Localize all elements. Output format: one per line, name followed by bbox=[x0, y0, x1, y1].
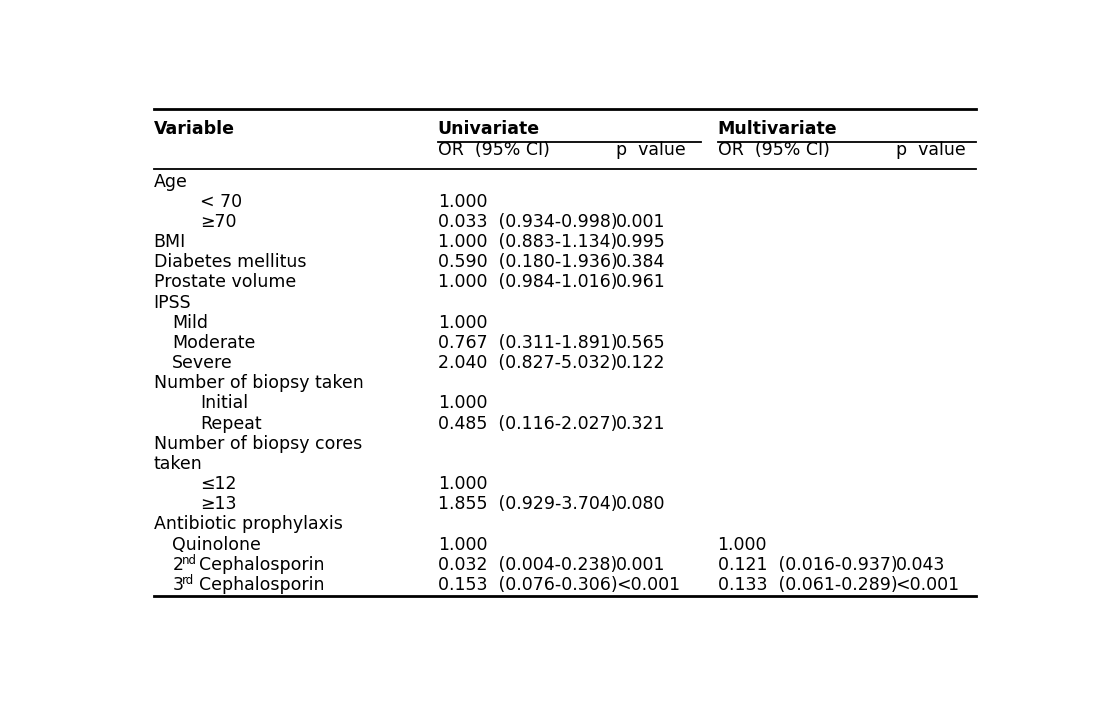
Text: 0.961: 0.961 bbox=[616, 273, 665, 292]
Text: 1.000: 1.000 bbox=[438, 394, 487, 413]
Text: 0.043: 0.043 bbox=[896, 556, 945, 573]
Text: <0.001: <0.001 bbox=[616, 576, 679, 594]
Text: 0.033  (0.934-0.998): 0.033 (0.934-0.998) bbox=[438, 213, 617, 231]
Text: 2: 2 bbox=[173, 556, 184, 573]
Text: 1.000  (0.984-1.016): 1.000 (0.984-1.016) bbox=[438, 273, 617, 292]
Text: 0.122: 0.122 bbox=[616, 354, 665, 372]
Text: 0.767  (0.311-1.891): 0.767 (0.311-1.891) bbox=[438, 334, 617, 352]
Text: 0.133  (0.061-0.289): 0.133 (0.061-0.289) bbox=[718, 576, 897, 594]
Text: 0.032  (0.004-0.238): 0.032 (0.004-0.238) bbox=[438, 556, 617, 573]
Text: Multivariate: Multivariate bbox=[718, 120, 837, 137]
Text: 3: 3 bbox=[173, 576, 184, 594]
Text: 0.153  (0.076-0.306): 0.153 (0.076-0.306) bbox=[438, 576, 617, 594]
Text: Diabetes mellitus: Diabetes mellitus bbox=[153, 253, 306, 271]
Text: IPSS: IPSS bbox=[153, 294, 191, 312]
Text: 0.001: 0.001 bbox=[616, 556, 665, 573]
Text: 0.565: 0.565 bbox=[616, 334, 665, 352]
Text: rd: rd bbox=[182, 574, 195, 587]
Text: <0.001: <0.001 bbox=[896, 576, 959, 594]
Text: ≤12: ≤12 bbox=[200, 475, 236, 493]
Text: Antibiotic prophylaxis: Antibiotic prophylaxis bbox=[153, 515, 342, 533]
Text: Cephalosporin: Cephalosporin bbox=[199, 556, 324, 573]
Text: 0.001: 0.001 bbox=[616, 213, 665, 231]
Text: Number of biopsy taken: Number of biopsy taken bbox=[153, 375, 363, 392]
Text: taken: taken bbox=[153, 455, 202, 473]
Text: ≥70: ≥70 bbox=[200, 213, 236, 231]
Text: 0.995: 0.995 bbox=[616, 233, 665, 251]
Text: Initial: Initial bbox=[200, 394, 248, 413]
Text: Variable: Variable bbox=[153, 120, 235, 137]
Text: Moderate: Moderate bbox=[173, 334, 256, 352]
Text: Repeat: Repeat bbox=[200, 415, 261, 433]
Text: 1.000  (0.883-1.134): 1.000 (0.883-1.134) bbox=[438, 233, 617, 251]
Text: 2.040  (0.827-5.032): 2.040 (0.827-5.032) bbox=[438, 354, 617, 372]
Text: < 70: < 70 bbox=[200, 193, 243, 211]
Text: Prostate volume: Prostate volume bbox=[153, 273, 296, 292]
Text: Number of biopsy cores: Number of biopsy cores bbox=[153, 435, 362, 453]
Text: 0.321: 0.321 bbox=[616, 415, 665, 433]
Text: BMI: BMI bbox=[153, 233, 186, 251]
Text: 0.121  (0.016-0.937): 0.121 (0.016-0.937) bbox=[718, 556, 897, 573]
Text: 0.485  (0.116-2.027): 0.485 (0.116-2.027) bbox=[438, 415, 617, 433]
Text: Severe: Severe bbox=[173, 354, 233, 372]
Text: 1.000: 1.000 bbox=[718, 536, 767, 554]
Text: ≥13: ≥13 bbox=[200, 496, 236, 513]
Text: Cephalosporin: Cephalosporin bbox=[199, 576, 324, 594]
Text: nd: nd bbox=[182, 554, 197, 566]
Text: 1.855  (0.929-3.704): 1.855 (0.929-3.704) bbox=[438, 496, 617, 513]
Text: 0.080: 0.080 bbox=[616, 496, 665, 513]
Text: 0.384: 0.384 bbox=[616, 253, 665, 271]
Text: Quinolone: Quinolone bbox=[173, 536, 261, 554]
Text: 0.590  (0.180-1.936): 0.590 (0.180-1.936) bbox=[438, 253, 617, 271]
Text: OR  (95% CI): OR (95% CI) bbox=[438, 142, 549, 159]
Text: 1.000: 1.000 bbox=[438, 475, 487, 493]
Text: 1.000: 1.000 bbox=[438, 536, 487, 554]
Text: p  value: p value bbox=[896, 142, 965, 159]
Text: OR  (95% CI): OR (95% CI) bbox=[718, 142, 829, 159]
Text: Univariate: Univariate bbox=[438, 120, 539, 137]
Text: 1.000: 1.000 bbox=[438, 314, 487, 332]
Text: Age: Age bbox=[153, 173, 187, 190]
Text: p  value: p value bbox=[616, 142, 686, 159]
Text: Mild: Mild bbox=[173, 314, 208, 332]
Text: 1.000: 1.000 bbox=[438, 193, 487, 211]
